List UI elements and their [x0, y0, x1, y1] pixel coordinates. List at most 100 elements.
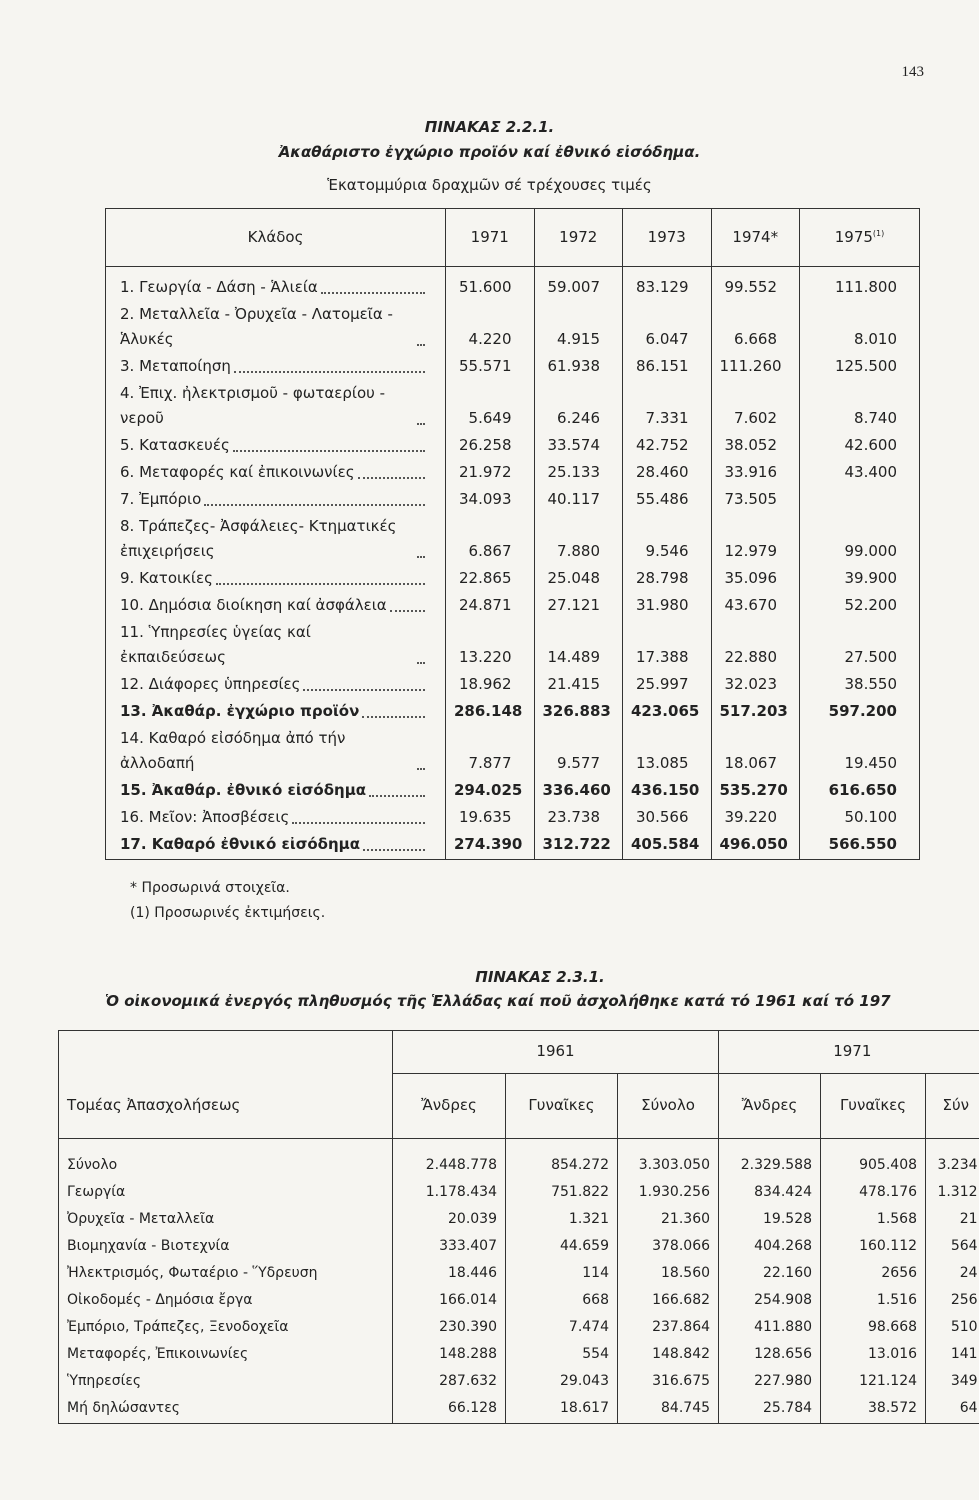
- dot-leader: [369, 795, 425, 797]
- row-label: 6. Μεταφορές καί ἐπικοινωνίες: [106, 460, 446, 487]
- table-row: 11. Ὑπηρεσίες ὑγείας καί ἐκπαιδεύσεως 13.…: [106, 620, 920, 672]
- cell-value: 436.150: [622, 778, 711, 805]
- cell-value: 30.566: [622, 805, 711, 832]
- row-label: 3. Μεταποίηση: [106, 354, 446, 381]
- cell-value: 237.864: [616, 1315, 719, 1342]
- cell-value: 8.740: [799, 381, 920, 433]
- table-unit: Ἑκατομμύρια δραχμῶν σέ τρέχουσες τιμές: [327, 176, 652, 194]
- row-label: Ὑπηρεσίες: [67, 1373, 142, 1389]
- cell-value: 24: [925, 1261, 979, 1288]
- dot-leader: [292, 822, 425, 824]
- cell-value: 19.528: [718, 1207, 821, 1234]
- cell-value: 111.260: [710, 354, 800, 381]
- label-text: 12. Διάφορες ὑπηρεσίες: [120, 675, 301, 693]
- row-label: 14. Καθαρό εἰσόδημα ἀπό τήν ἀλλοδαπή: [106, 726, 446, 778]
- table-row: Οἰκοδομές - Δημόσια ἔργα 166.014 668 166.68…: [59, 1288, 979, 1315]
- cell-value: 20.039: [392, 1207, 506, 1234]
- table-row: 12. Διάφορες ὑπηρεσίες 18.962 21.415 25.997…: [106, 672, 920, 699]
- table-title: ΠΙΝΑΚΑΣ 2.3.1.: [475, 968, 605, 986]
- cell-value: 316.675: [616, 1369, 719, 1396]
- table-body: 1. Γεωργία - Δάση - Ἁλιεία 51.600 59.007 83…: [106, 266, 920, 860]
- label-text: 13. Ἀκαθάρ. ἐγχώριο προϊόν: [120, 702, 360, 720]
- cell-value: 6.047: [622, 302, 711, 354]
- cell-value: 496.050: [710, 832, 800, 860]
- footnote: * Προσωρινά στοιχεῖα.: [130, 880, 290, 896]
- cell-value: 1.178.434: [392, 1180, 506, 1207]
- cell-value: 411.880: [718, 1315, 821, 1342]
- cell-value: 1.516: [820, 1288, 926, 1315]
- header-row: Τομέας Ἀπασχολήσεως 1961 1971: [58, 1030, 979, 1139]
- dot-leader: [204, 504, 425, 506]
- cell-value: 2.448.778: [392, 1138, 506, 1180]
- dot-leader: [320, 292, 425, 294]
- cell-value: 84.745: [616, 1396, 719, 1424]
- table-row: 7. Ἐμπόριο 34.093 40.117 55.486 73.505: [106, 487, 920, 514]
- cell-value: 114: [505, 1261, 618, 1288]
- cell-value: 336.460: [533, 778, 623, 805]
- row-label: 17. Καθαρό ἐθνικό εἰσόδημα: [106, 832, 446, 860]
- table-row: 2. Μεταλλεῖα - Ὀρυχεῖα - Λατομεῖα - Ἁλυκ…: [106, 302, 920, 354]
- cell-value: 17.388: [622, 620, 711, 672]
- cell-value: 4.915: [533, 302, 623, 354]
- cell-value: 40.117: [533, 487, 623, 514]
- column-header: 1971: [445, 208, 534, 267]
- table-row: Ἠλεκτρισμός, Φωταέριο - Ὕδρευση 18.446 114…: [59, 1261, 979, 1288]
- row-label: Ἠλεκτρισμός, Φωταέριο - Ὕδρευση: [67, 1265, 318, 1281]
- cell-value: 6.668: [710, 302, 800, 354]
- cell-value: 21.972: [445, 460, 534, 487]
- cell-value: 61.938: [533, 354, 623, 381]
- table-row: 17. Καθαρό ἐθνικό εἰσόδημα 274.390 312.722…: [106, 832, 920, 860]
- cell-value: 535.270: [710, 778, 800, 805]
- cell-value: 44.659: [505, 1234, 618, 1261]
- cell-value: 52.200: [799, 593, 920, 620]
- header-row: Ἄνδρες Γυναῖκες Σύνολο Ἄνδρες Γυναῖκες Σύν: [59, 1073, 979, 1139]
- cell-value: 294.025: [445, 778, 534, 805]
- cell-value: 1.321: [505, 1207, 618, 1234]
- table-row: Βιομηχανία - Βιοτεχνία 333.407 44.659 378.0…: [59, 1234, 979, 1261]
- cell-value: 125.500: [799, 354, 920, 381]
- dot-leader: [417, 662, 425, 664]
- cell-value: 5.649: [445, 381, 534, 433]
- row-label: 2. Μεταλλεῖα - Ὀρυχεῖα - Λατομεῖα - Ἁλυκ…: [106, 302, 446, 354]
- table-row: 6. Μεταφορές καί ἐπικοινωνίες 21.972 25.13…: [106, 460, 920, 487]
- cell-value: 128.656: [718, 1342, 821, 1369]
- label-wrap: 15. Ἀκαθάρ. ἐθνικό εἰσόδημα: [120, 778, 425, 803]
- table-row: Ὑπηρεσίες 287.632 29.043 316.675 227.980 121.…: [59, 1369, 979, 1396]
- cell-value: 404.268: [718, 1234, 821, 1261]
- header-text: 1972: [559, 227, 598, 246]
- label-text: 7. Ἐμπόριο: [120, 490, 202, 508]
- cell-value: 4.220: [445, 302, 534, 354]
- footnote: (1) Προσωρινές ἐκτιμήσεις.: [130, 905, 326, 921]
- cell-value: 29.043: [505, 1369, 618, 1396]
- cell-value: 43.400: [799, 460, 920, 487]
- cell-value: 597.200: [799, 699, 920, 726]
- cell-value: 7.474: [505, 1315, 618, 1342]
- label-text: 11. Ὑπηρεσίες ὑγείας καί ἐκπαιδεύσεως: [120, 623, 311, 666]
- column-header: 1975(1): [799, 208, 920, 267]
- cell-value: 148.288: [392, 1342, 506, 1369]
- cell-value: 25.048: [533, 566, 623, 593]
- row-label: Ἐμπόριο, Τράπεζες, Ξενοδοχεῖα: [67, 1319, 289, 1335]
- cell-value: 7.880: [533, 514, 623, 566]
- table-row: 3. Μεταποίηση 55.571 61.938 86.151 111.260 12…: [106, 354, 920, 381]
- cell-value: 23.738: [533, 805, 623, 832]
- row-label: 5. Κατασκευές: [106, 433, 446, 460]
- cell-value: 19.635: [445, 805, 534, 832]
- cell-value: 33.916: [710, 460, 800, 487]
- label-wrap: 5. Κατασκευές: [120, 433, 425, 458]
- cell-value: 312.722: [533, 832, 623, 860]
- label-wrap: 10. Δημόσια διοίκηση καί ἀσφάλεια: [120, 593, 425, 618]
- cell-value: 227.980: [718, 1369, 821, 1396]
- table-row: 14. Καθαρό εἰσόδημα ἀπό τήν ἀλλοδαπή 7.87…: [106, 726, 920, 778]
- label-text: 9. Κατοικίες: [120, 569, 213, 587]
- cell-value: 2656: [820, 1261, 926, 1288]
- column-header: Σύνολο: [616, 1073, 719, 1139]
- cell-value: 73.505: [710, 487, 800, 514]
- row-label: Οἰκοδομές - Δημόσια ἔργα: [67, 1292, 253, 1308]
- label-wrap: 8. Τράπεζες- Ἀσφάλειες- Κτηματικές ἐπιχε…: [120, 514, 425, 564]
- column-header: 1972: [533, 208, 623, 267]
- cell-value: 99.000: [799, 514, 920, 566]
- cell-value: 18.617: [505, 1396, 618, 1424]
- cell-value: 287.632: [392, 1369, 506, 1396]
- cell-value: 423.065: [622, 699, 711, 726]
